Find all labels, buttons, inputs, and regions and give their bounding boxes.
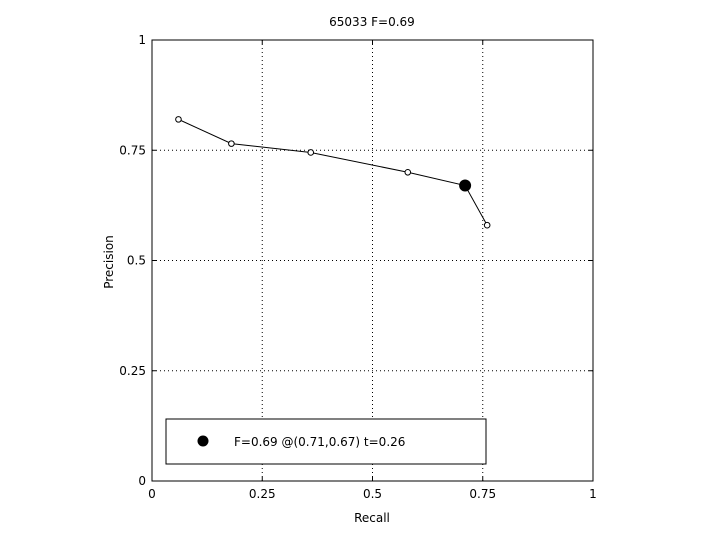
data-point [483, 221, 491, 229]
series-points [175, 116, 491, 229]
data-point [307, 149, 315, 156]
legend-box [165, 418, 487, 465]
chart-title: 65033 F=0.69 [329, 15, 415, 29]
x-tick-label: 0.25 [249, 487, 276, 501]
y-tick-label: 0.25 [119, 364, 146, 378]
y-tick-label: 1 [138, 33, 146, 47]
data-point [175, 116, 182, 123]
x-tick-label: 0.75 [469, 487, 496, 501]
data-point [228, 140, 235, 147]
y-axis-label: Precision [102, 235, 116, 289]
data-point [404, 169, 412, 176]
series-line [178, 118, 488, 226]
legend-marker [197, 435, 209, 447]
y-tick-label: 0 [138, 474, 146, 488]
legend-label: F=0.69 @(0.71,0.67) t=0.26 [234, 435, 405, 449]
x-tick-label: 0 [148, 487, 156, 501]
y-tick-label: 0.75 [119, 143, 146, 157]
axis-ticks [151, 39, 594, 482]
x-tick-label: 1 [589, 487, 597, 501]
x-tick-label: 0.5 [363, 487, 382, 501]
legend: F=0.69 @(0.71,0.67) t=0.26 [165, 418, 487, 465]
x-axis-label: Recall [354, 511, 390, 525]
grid-lines [152, 40, 593, 481]
y-tick-labels: 0 0.25 0.5 0.75 1 [119, 33, 146, 488]
best-f-marker [459, 179, 472, 192]
y-tick-label: 0.5 [127, 254, 146, 268]
x-tick-labels: 0 0.25 0.5 0.75 1 [148, 487, 597, 501]
